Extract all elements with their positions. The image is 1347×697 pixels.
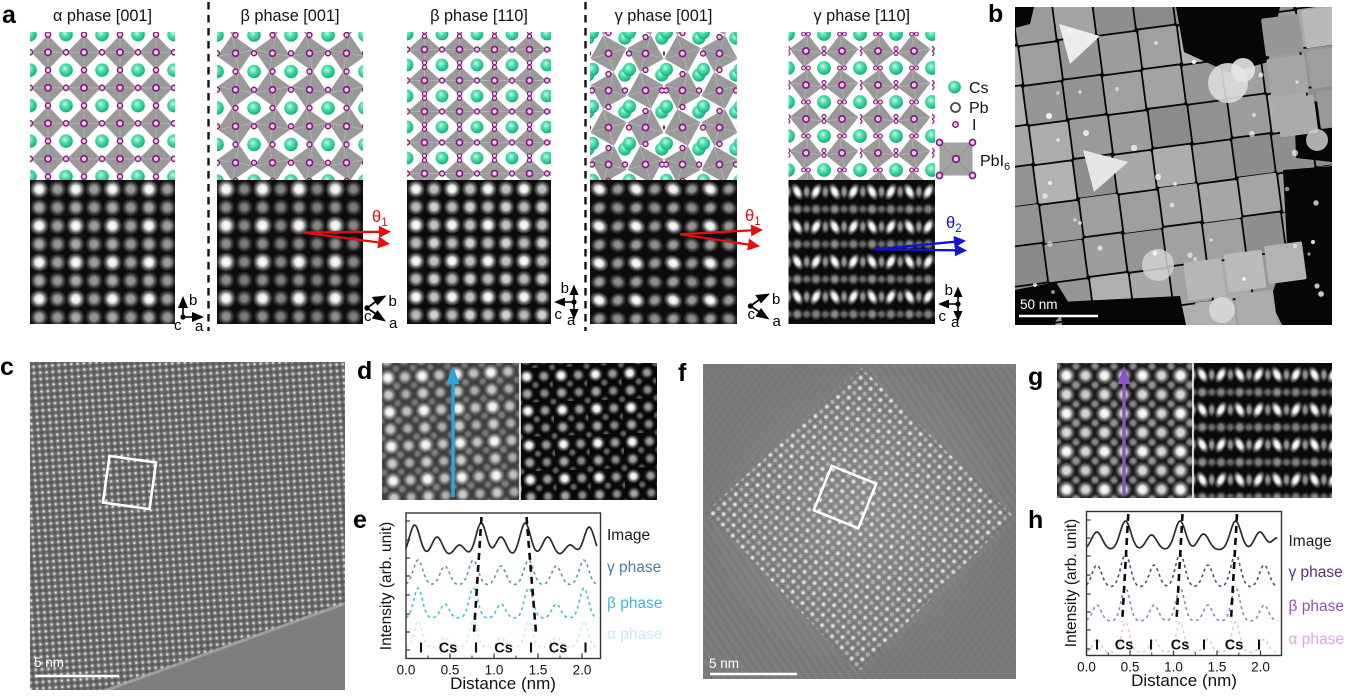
svg-text:PbI6: PbI6 bbox=[980, 153, 1010, 173]
svg-text:I: I bbox=[1095, 638, 1099, 654]
svg-text:I: I bbox=[1149, 638, 1153, 654]
svg-text:Pb: Pb bbox=[969, 100, 989, 117]
svg-text:α phase: α phase bbox=[607, 626, 663, 643]
svg-text:I: I bbox=[474, 641, 478, 657]
svg-text:a: a bbox=[195, 318, 204, 335]
svg-text:I: I bbox=[1257, 638, 1261, 654]
svg-text:I: I bbox=[972, 117, 976, 134]
svg-text:Cs: Cs bbox=[1115, 638, 1134, 654]
svg-text:Cs: Cs bbox=[549, 641, 568, 657]
svg-text:β phase [001]: β phase [001] bbox=[241, 7, 340, 25]
svg-text:γ phase [001]: γ phase [001] bbox=[615, 7, 713, 25]
svg-text:a: a bbox=[567, 312, 576, 329]
svg-text:c: c bbox=[0, 353, 14, 381]
svg-text:Distance (nm): Distance (nm) bbox=[1131, 671, 1237, 690]
svg-text:Distance (nm): Distance (nm) bbox=[450, 674, 556, 693]
svg-text:a: a bbox=[2, 1, 17, 29]
svg-text:5 nm: 5 nm bbox=[34, 655, 64, 670]
svg-text:Intensity (arb. unit): Intensity (arb. unit) bbox=[378, 522, 395, 650]
svg-text:2.0: 2.0 bbox=[1251, 660, 1270, 675]
svg-text:β phase: β phase bbox=[607, 595, 662, 612]
svg-text:γ phase: γ phase bbox=[1289, 564, 1343, 581]
svg-text:Cs: Cs bbox=[1225, 638, 1244, 654]
svg-text:α phase: α phase bbox=[1289, 631, 1345, 648]
svg-text:I: I bbox=[529, 641, 533, 657]
svg-text:50 nm: 50 nm bbox=[1020, 297, 1058, 312]
svg-text:b: b bbox=[988, 0, 1003, 28]
svg-text:2.0: 2.0 bbox=[573, 663, 592, 678]
svg-text:Image: Image bbox=[607, 527, 650, 544]
svg-text:1.0: 1.0 bbox=[1164, 660, 1183, 675]
svg-text:1.0: 1.0 bbox=[485, 663, 504, 678]
svg-text:f: f bbox=[678, 359, 687, 387]
svg-text:Cs: Cs bbox=[494, 641, 513, 657]
svg-text:α phase [001]: α phase [001] bbox=[53, 7, 152, 25]
svg-text:Intensity (arb. unit): Intensity (arb. unit) bbox=[1063, 519, 1080, 647]
svg-text:c: c bbox=[174, 317, 182, 334]
svg-text:Image: Image bbox=[1289, 533, 1332, 550]
svg-text:c: c bbox=[364, 308, 372, 325]
svg-text:a: a bbox=[951, 314, 960, 331]
svg-text:Cs: Cs bbox=[1171, 638, 1190, 654]
svg-text:β phase [110]: β phase [110] bbox=[430, 7, 528, 25]
svg-text:1.5: 1.5 bbox=[529, 663, 548, 678]
svg-text:b: b bbox=[389, 293, 397, 310]
svg-text:0.0: 0.0 bbox=[397, 663, 416, 678]
svg-text:I: I bbox=[1202, 638, 1206, 654]
svg-text:5 nm: 5 nm bbox=[709, 656, 739, 671]
svg-text:I: I bbox=[583, 641, 587, 657]
svg-text:b: b bbox=[945, 282, 953, 299]
svg-text:c: c bbox=[555, 306, 563, 323]
svg-text:e: e bbox=[353, 506, 367, 534]
svg-text:c: c bbox=[939, 308, 947, 325]
svg-text:g: g bbox=[1028, 363, 1043, 391]
svg-text:Cs: Cs bbox=[969, 80, 989, 97]
svg-text:Cs: Cs bbox=[439, 641, 458, 657]
svg-text:1.5: 1.5 bbox=[1208, 660, 1227, 675]
svg-text:0.5: 0.5 bbox=[1121, 660, 1140, 675]
svg-text:a: a bbox=[773, 313, 782, 330]
svg-text:I: I bbox=[419, 641, 423, 657]
svg-text:0.0: 0.0 bbox=[1077, 660, 1096, 675]
svg-text:b: b bbox=[561, 280, 569, 297]
svg-text:0.5: 0.5 bbox=[441, 663, 460, 678]
svg-text:γ phase: γ phase bbox=[607, 559, 661, 576]
svg-text:b: b bbox=[189, 292, 197, 309]
svg-text:h: h bbox=[1028, 506, 1043, 534]
svg-text:b: b bbox=[772, 291, 780, 308]
svg-text:β phase: β phase bbox=[1289, 598, 1344, 615]
svg-text:γ phase [110]: γ phase [110] bbox=[813, 7, 910, 25]
svg-text:d: d bbox=[357, 357, 372, 385]
svg-text:a: a bbox=[389, 315, 398, 332]
svg-text:c: c bbox=[748, 306, 756, 323]
